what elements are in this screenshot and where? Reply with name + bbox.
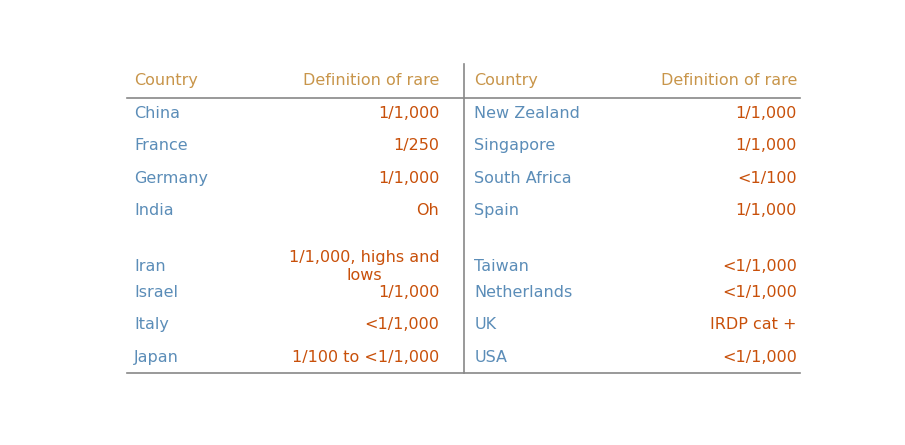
- Text: <1/1,000: <1/1,000: [722, 259, 797, 274]
- Text: Taiwan: Taiwan: [474, 259, 529, 274]
- Text: Oh: Oh: [416, 203, 439, 218]
- Text: 1/1,000: 1/1,000: [736, 203, 797, 218]
- Text: 1/1,000: 1/1,000: [378, 285, 439, 300]
- Text: 1/1,000: 1/1,000: [736, 138, 797, 154]
- Text: Italy: Italy: [134, 317, 169, 332]
- Text: 1/1,000: 1/1,000: [378, 171, 439, 186]
- Text: India: India: [134, 203, 174, 218]
- Text: Germany: Germany: [134, 171, 208, 186]
- Text: 1/250: 1/250: [394, 138, 439, 154]
- Text: USA: USA: [474, 350, 508, 365]
- Text: 1/1,000: 1/1,000: [378, 106, 439, 121]
- Text: Netherlands: Netherlands: [474, 285, 573, 300]
- Text: <1/1,000: <1/1,000: [722, 350, 797, 365]
- Text: 1/1,000: 1/1,000: [736, 106, 797, 121]
- Text: France: France: [134, 138, 188, 154]
- Text: <1/1,000: <1/1,000: [365, 317, 439, 332]
- Text: Japan: Japan: [134, 350, 179, 365]
- Text: 1/1,000, highs and
lows: 1/1,000, highs and lows: [289, 251, 439, 283]
- Text: Country: Country: [474, 73, 538, 88]
- Text: South Africa: South Africa: [474, 171, 572, 186]
- Text: Israel: Israel: [134, 285, 178, 300]
- Text: Definition of rare: Definition of rare: [303, 73, 439, 88]
- Text: <1/100: <1/100: [738, 171, 797, 186]
- Text: Singapore: Singapore: [474, 138, 556, 154]
- Text: UK: UK: [474, 317, 497, 332]
- Text: New Zealand: New Zealand: [474, 106, 580, 121]
- Text: Country: Country: [134, 73, 198, 88]
- Text: Definition of rare: Definition of rare: [661, 73, 797, 88]
- Text: China: China: [134, 106, 180, 121]
- Text: IRDP cat +: IRDP cat +: [710, 317, 797, 332]
- Text: 1/100 to <1/1,000: 1/100 to <1/1,000: [292, 350, 439, 365]
- Text: <1/1,000: <1/1,000: [722, 285, 797, 300]
- Text: Spain: Spain: [474, 203, 519, 218]
- Text: Iran: Iran: [134, 259, 166, 274]
